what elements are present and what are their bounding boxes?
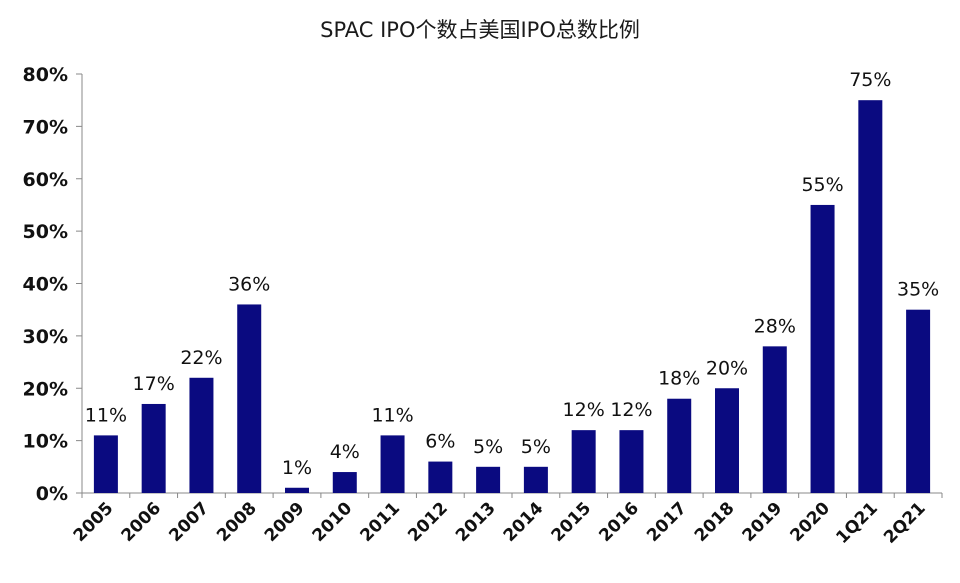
bar xyxy=(332,472,357,493)
y-tick-label: 50% xyxy=(23,221,68,243)
y-tick-label: 40% xyxy=(23,274,68,296)
data-label: 4% xyxy=(330,441,360,463)
data-label: 20% xyxy=(706,357,748,379)
x-tick-label: 2013 xyxy=(452,498,500,546)
x-tick-label: 2005 xyxy=(70,498,118,546)
y-tick-label: 80% xyxy=(23,64,68,86)
x-tick-label: 2009 xyxy=(261,498,309,546)
x-tick-label: 2015 xyxy=(548,498,596,546)
data-label: 36% xyxy=(228,273,270,295)
bar xyxy=(906,309,931,493)
bar xyxy=(571,430,596,493)
bar xyxy=(237,304,262,493)
x-tick-label: 2016 xyxy=(595,498,643,546)
x-tick-label: 2020 xyxy=(786,498,834,546)
x-tick-label: 2010 xyxy=(309,498,357,546)
data-label: 18% xyxy=(658,368,700,390)
bar xyxy=(810,204,835,493)
y-tick-label: 60% xyxy=(23,169,68,191)
data-label: 5% xyxy=(521,436,551,458)
chart-title: SPAC IPO个数占美国IPO总数比例 xyxy=(320,18,640,42)
bar xyxy=(667,398,692,493)
bar xyxy=(428,461,453,493)
y-tick-label: 10% xyxy=(23,431,68,453)
data-label: 17% xyxy=(133,373,175,395)
x-tick-label: 2Q21 xyxy=(880,498,929,547)
bar xyxy=(380,435,405,493)
x-tick-label: 2014 xyxy=(500,498,548,546)
x-tick-label: 2007 xyxy=(165,498,213,546)
bar xyxy=(189,377,214,493)
y-tick-label: 0% xyxy=(36,483,68,505)
data-label: 12% xyxy=(563,399,605,421)
data-label: 28% xyxy=(754,315,796,337)
data-label: 11% xyxy=(85,404,127,426)
x-tick-label: 2012 xyxy=(404,498,452,546)
y-tick-label: 30% xyxy=(23,326,68,348)
data-label: 35% xyxy=(897,279,939,301)
data-label: 6% xyxy=(425,431,455,453)
x-tick-label: 2018 xyxy=(691,498,739,546)
y-tick-label: 70% xyxy=(23,116,68,138)
x-tick-label: 2011 xyxy=(356,498,404,546)
bar xyxy=(476,466,501,493)
bar xyxy=(285,487,309,493)
data-label: 22% xyxy=(180,347,222,369)
bar xyxy=(523,466,548,493)
data-label: 11% xyxy=(371,404,413,426)
bar xyxy=(619,430,644,493)
data-label: 12% xyxy=(610,399,652,421)
bar xyxy=(858,100,883,493)
bar xyxy=(715,388,739,493)
x-tick-label: 2006 xyxy=(118,498,166,546)
x-tick-label: 2019 xyxy=(739,498,787,546)
data-label: 5% xyxy=(473,436,503,458)
y-tick-label: 20% xyxy=(23,378,68,400)
x-tick-label: 1Q21 xyxy=(832,498,881,547)
bar xyxy=(93,435,118,493)
x-tick-label: 2008 xyxy=(213,498,261,546)
bar xyxy=(141,403,166,493)
bar xyxy=(762,346,787,493)
data-label: 1% xyxy=(282,457,312,479)
data-label: 75% xyxy=(849,69,891,91)
x-tick-label: 2017 xyxy=(643,498,691,546)
data-label: 55% xyxy=(801,174,843,196)
